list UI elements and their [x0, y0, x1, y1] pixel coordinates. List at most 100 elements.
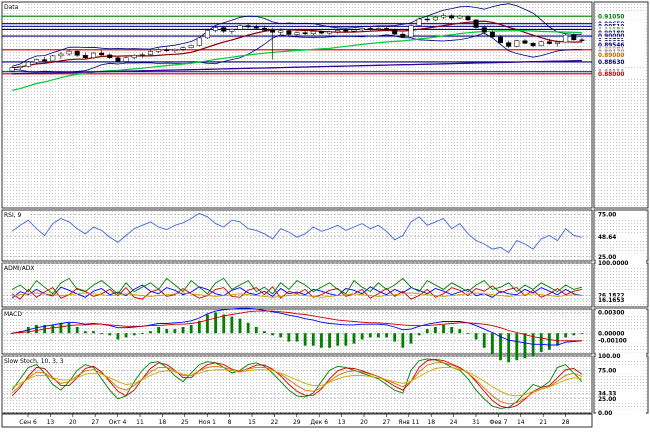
macd-histogram-bar [140, 333, 144, 335]
macd-histogram-bar [181, 327, 185, 334]
candle-body [42, 59, 48, 62]
x-tick-label: 18 [159, 419, 167, 426]
macd-histogram-bar [271, 333, 274, 336]
y-tick-box [596, 70, 646, 78]
panel-frame-stochastic [1, 355, 593, 414]
adx-series-line [12, 292, 582, 298]
y-tick-label: 16.1653 [598, 298, 624, 304]
candle-body [327, 31, 333, 34]
macd-series-line [12, 310, 582, 342]
macd-histogram-bar [51, 324, 55, 334]
panel-frame-rsi [1, 209, 593, 262]
x-tick-label: 20 [69, 419, 77, 426]
panel-title: ADMI/ADX [4, 265, 35, 272]
x-tick-label: 14 [517, 419, 525, 426]
panel-bg-stochastic [2, 356, 592, 413]
y-tick-box [596, 329, 646, 337]
macd-histogram-bar [377, 333, 380, 338]
y-tick-box [596, 51, 646, 59]
y-tick-label: 0.88630 [598, 60, 624, 66]
candle-body [294, 32, 300, 35]
stochastic-series-line [11, 358, 583, 409]
candle-body [90, 52, 96, 59]
y-tick-box [596, 259, 646, 267]
candle-body [498, 36, 504, 43]
y-tick-label: 0.00 [598, 411, 612, 417]
x-tick-label: 27 [91, 419, 99, 426]
y-tick-label: 34.33 [598, 392, 616, 398]
candle-body [555, 41, 560, 44]
y-tick-box [596, 352, 646, 360]
candle-body [375, 28, 381, 30]
candle-body [359, 28, 365, 31]
candle-body [546, 41, 552, 44]
y-tick-label: 0.91050 [598, 14, 624, 20]
candle-body [115, 57, 121, 62]
candle-body [66, 50, 72, 55]
macd-histogram-bar [368, 333, 372, 338]
macd-histogram-bar [287, 333, 291, 342]
candle-body [58, 53, 64, 57]
macd-histogram-bar [328, 333, 331, 348]
macd-histogram-bar [352, 333, 356, 344]
x-tick-label: 13 [338, 419, 346, 426]
candle-body [213, 27, 219, 31]
x-tick-label: 29 [293, 419, 301, 426]
y-tick-box [596, 233, 646, 241]
macd-histogram-bar [254, 327, 258, 334]
candle-body [107, 54, 113, 59]
candle-body [147, 51, 153, 55]
panel-title: MACD [4, 311, 22, 318]
macd-histogram-bar [238, 318, 242, 334]
macd-histogram-bar [100, 333, 104, 335]
macd-histogram-bar [507, 333, 511, 363]
macd-histogram-bar [303, 333, 307, 346]
macd-histogram-bar [401, 333, 405, 348]
adx-series-line [11, 284, 582, 299]
macd-histogram-bar [336, 333, 340, 346]
macd-histogram-bar [515, 333, 519, 361]
x-tick-label: 15 [248, 419, 256, 426]
macd-histogram-bar [311, 333, 315, 346]
panel-title-box [3, 264, 36, 271]
panel-bg-macd [2, 309, 592, 354]
y-tick-box [596, 366, 646, 374]
candle-body [286, 30, 292, 35]
candle-body [221, 27, 227, 32]
candle-body [99, 52, 105, 56]
macd-histogram-bar [246, 322, 250, 334]
macd-histogram-bar [556, 333, 559, 346]
x-tick-label: 24 [450, 419, 458, 426]
x-tick-label: Сен 6 [19, 419, 37, 426]
macd-histogram-bar [433, 327, 437, 334]
panel-title-box [3, 3, 23, 10]
macd-histogram-bar [279, 333, 283, 338]
x-tick-label: 22 [271, 419, 279, 426]
adx-series-line [11, 285, 582, 300]
y-tick-label: 100.00 [598, 354, 620, 360]
candle-body [310, 31, 316, 35]
candle-body [270, 30, 276, 33]
candle-body [9, 67, 15, 72]
y-tick-label: 100.0000 [598, 261, 628, 267]
macd-histogram-bar [197, 320, 201, 334]
plot-area [9, 3, 585, 409]
ma-medium-line [11, 29, 582, 91]
rsi-series-line [11, 212, 582, 254]
candle-body [571, 34, 577, 41]
y-tick-box [596, 291, 646, 299]
y-tick-label: 0.00300 [598, 311, 624, 317]
candle-body [457, 15, 463, 19]
macd-histogram-bar [442, 324, 445, 334]
panel-title-box [3, 357, 79, 364]
ma-short-line [12, 20, 582, 69]
macd-series-line [12, 307, 582, 346]
macd-histogram-bar [67, 322, 71, 334]
candle-body [416, 18, 422, 26]
macd-histogram-bar [83, 331, 87, 334]
x-tick-label: 27 [383, 419, 391, 426]
candle-body [473, 19, 479, 28]
candle-body [25, 61, 31, 67]
